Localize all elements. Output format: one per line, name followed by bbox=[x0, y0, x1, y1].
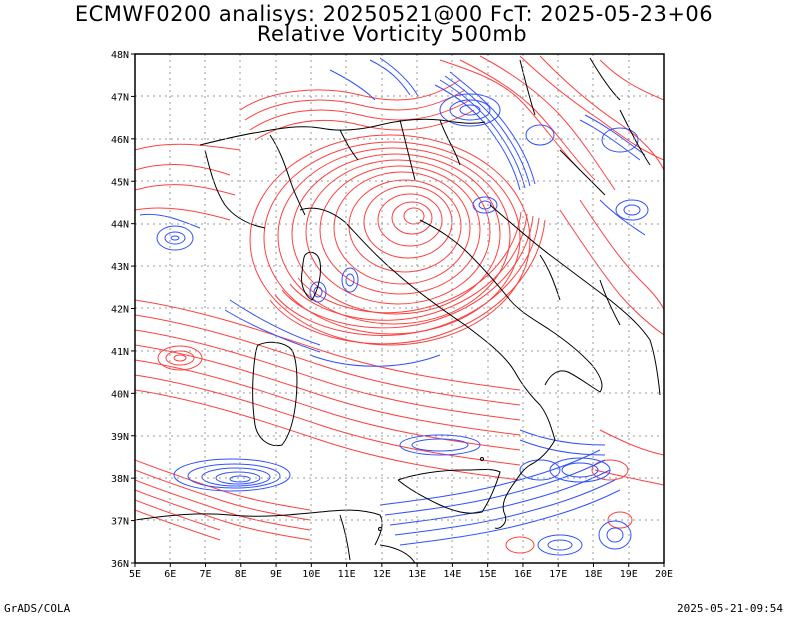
lat-tick-label: 45N bbox=[111, 177, 129, 188]
lat-tick-label: 38N bbox=[111, 474, 129, 485]
lat-tick-label: 36N bbox=[111, 559, 129, 570]
lon-tick-label: 15E bbox=[479, 569, 497, 580]
lon-tick-label: 13E bbox=[408, 569, 426, 580]
footer-credit: GrADS/COLA bbox=[4, 602, 71, 615]
negative-vorticity-contours bbox=[139, 57, 649, 556]
lat-tick-label: 40N bbox=[111, 389, 129, 400]
lon-tick-label: 7E bbox=[200, 569, 212, 580]
lat-tick-label: 46N bbox=[111, 135, 129, 146]
lon-tick-label: 20E bbox=[655, 569, 673, 580]
lon-tick-label: 5E bbox=[129, 569, 141, 580]
footer-timestamp: 2025-05-21-09:54 bbox=[677, 602, 783, 615]
lat-tick-label: 47N bbox=[111, 92, 129, 103]
lat-tick-label: 48N bbox=[111, 50, 129, 61]
chart-title-line-2: Relative Vorticity 500mb bbox=[256, 22, 528, 46]
lat-tick-label: 39N bbox=[111, 432, 129, 443]
lat-tick-label: 37N bbox=[111, 517, 129, 528]
lon-tick-label: 11E bbox=[338, 569, 356, 580]
lon-tick-label: 18E bbox=[584, 569, 602, 580]
lon-tick-label: 8E bbox=[235, 569, 247, 580]
latitude-axis: 48N 47N 46N 45N 44N 43N 42N 41N 40N 39N 38N 37N 36N bbox=[111, 50, 135, 570]
lat-tick-label: 44N bbox=[111, 220, 129, 231]
longitude-axis: 5E 6E 7E 8E 9E 10E 11E 12E 13E 14E 15E 16E 17E 18E 19E… bbox=[129, 563, 673, 580]
positive-vorticity-contours bbox=[135, 55, 664, 554]
chart-title-line-1: ECMWF0200 analisys: 20250521@00 FcT: 202… bbox=[74, 2, 714, 26]
lat-tick-label: 41N bbox=[111, 347, 129, 358]
lon-tick-label: 16E bbox=[514, 569, 532, 580]
lat-tick-label: 43N bbox=[111, 262, 129, 273]
lon-tick-label: 17E bbox=[549, 569, 567, 580]
lon-tick-label: 19E bbox=[620, 569, 638, 580]
lon-tick-label: 12E bbox=[373, 569, 391, 580]
lon-tick-label: 6E bbox=[164, 569, 176, 580]
lon-tick-label: 14E bbox=[443, 569, 461, 580]
lat-lon-grid bbox=[135, 54, 664, 563]
lon-tick-label: 9E bbox=[270, 569, 282, 580]
lat-tick-label: 42N bbox=[111, 305, 129, 316]
lon-tick-label: 10E bbox=[302, 569, 320, 580]
